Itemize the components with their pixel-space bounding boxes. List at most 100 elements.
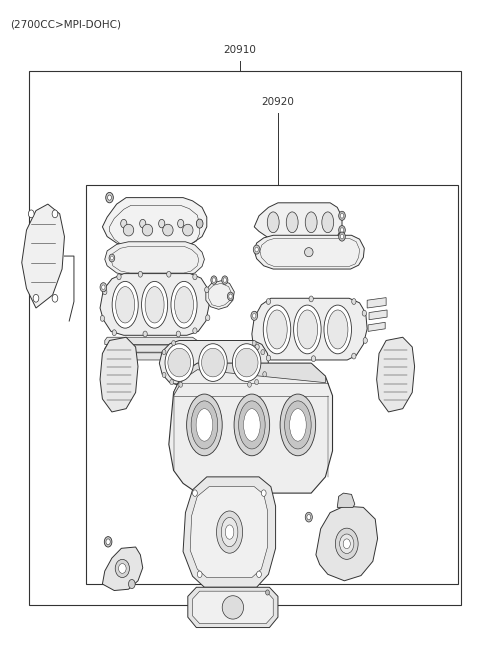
Ellipse shape: [100, 316, 105, 322]
Ellipse shape: [142, 224, 153, 236]
Ellipse shape: [261, 490, 266, 496]
Ellipse shape: [110, 256, 113, 260]
Ellipse shape: [193, 274, 197, 280]
Ellipse shape: [104, 536, 112, 547]
Ellipse shape: [52, 210, 58, 217]
Ellipse shape: [158, 219, 165, 228]
Polygon shape: [367, 297, 386, 308]
Polygon shape: [254, 235, 364, 269]
Ellipse shape: [339, 225, 345, 234]
Ellipse shape: [307, 515, 311, 519]
Ellipse shape: [120, 219, 127, 228]
Ellipse shape: [265, 590, 269, 595]
Ellipse shape: [138, 271, 143, 277]
Ellipse shape: [109, 254, 115, 262]
Ellipse shape: [162, 372, 166, 377]
Ellipse shape: [196, 409, 213, 441]
Ellipse shape: [102, 285, 105, 290]
Ellipse shape: [187, 394, 222, 456]
Ellipse shape: [340, 214, 344, 218]
Ellipse shape: [117, 274, 121, 280]
Polygon shape: [174, 364, 325, 396]
Ellipse shape: [232, 344, 261, 381]
Ellipse shape: [145, 287, 164, 323]
Ellipse shape: [115, 559, 130, 578]
Polygon shape: [192, 591, 273, 624]
Polygon shape: [169, 364, 333, 493]
Ellipse shape: [312, 356, 316, 362]
Ellipse shape: [112, 329, 117, 335]
Ellipse shape: [143, 331, 147, 337]
Ellipse shape: [179, 382, 182, 387]
Ellipse shape: [327, 310, 348, 349]
Ellipse shape: [252, 314, 256, 318]
Ellipse shape: [322, 212, 334, 233]
Ellipse shape: [352, 353, 356, 359]
Polygon shape: [105, 353, 197, 360]
Ellipse shape: [52, 294, 58, 302]
Ellipse shape: [305, 212, 317, 233]
Ellipse shape: [28, 210, 34, 217]
Ellipse shape: [267, 310, 287, 349]
Ellipse shape: [199, 344, 227, 381]
Ellipse shape: [129, 580, 135, 589]
Ellipse shape: [339, 212, 345, 220]
Ellipse shape: [235, 348, 258, 377]
Polygon shape: [102, 547, 143, 591]
Ellipse shape: [165, 344, 193, 381]
Ellipse shape: [285, 401, 311, 449]
Ellipse shape: [229, 294, 232, 299]
Ellipse shape: [176, 331, 180, 337]
Ellipse shape: [340, 534, 354, 553]
Ellipse shape: [116, 287, 135, 323]
Ellipse shape: [362, 310, 366, 316]
Ellipse shape: [280, 394, 316, 456]
Ellipse shape: [222, 276, 228, 284]
Polygon shape: [159, 341, 268, 385]
Ellipse shape: [266, 299, 271, 305]
Ellipse shape: [123, 224, 134, 236]
Ellipse shape: [289, 409, 306, 441]
Ellipse shape: [239, 401, 265, 449]
Ellipse shape: [205, 315, 210, 321]
Ellipse shape: [257, 571, 261, 578]
Ellipse shape: [248, 382, 252, 387]
Ellipse shape: [222, 595, 243, 619]
Ellipse shape: [243, 409, 260, 441]
Ellipse shape: [252, 341, 256, 346]
Ellipse shape: [305, 512, 312, 522]
Ellipse shape: [119, 563, 126, 573]
Ellipse shape: [266, 355, 271, 361]
Text: 20920: 20920: [262, 97, 294, 107]
Ellipse shape: [221, 517, 238, 547]
Ellipse shape: [178, 219, 184, 228]
Ellipse shape: [309, 296, 313, 302]
Ellipse shape: [304, 248, 313, 257]
Ellipse shape: [202, 348, 224, 377]
Ellipse shape: [106, 539, 110, 545]
Ellipse shape: [286, 212, 298, 233]
Polygon shape: [368, 322, 385, 331]
Polygon shape: [369, 310, 387, 320]
Polygon shape: [183, 477, 276, 588]
Ellipse shape: [294, 305, 321, 354]
Bar: [29, 71, 461, 605]
Polygon shape: [100, 337, 138, 412]
Polygon shape: [190, 487, 267, 578]
Ellipse shape: [162, 350, 166, 355]
Ellipse shape: [142, 282, 168, 328]
Ellipse shape: [196, 219, 203, 228]
Polygon shape: [100, 274, 209, 335]
Ellipse shape: [234, 394, 270, 456]
Ellipse shape: [197, 219, 203, 228]
Ellipse shape: [175, 287, 193, 323]
Ellipse shape: [263, 305, 291, 354]
Ellipse shape: [267, 212, 279, 233]
Ellipse shape: [340, 234, 344, 239]
Polygon shape: [377, 337, 415, 412]
Ellipse shape: [340, 228, 344, 233]
Ellipse shape: [352, 299, 356, 305]
Polygon shape: [226, 378, 297, 392]
Ellipse shape: [100, 283, 107, 291]
Ellipse shape: [253, 312, 257, 318]
